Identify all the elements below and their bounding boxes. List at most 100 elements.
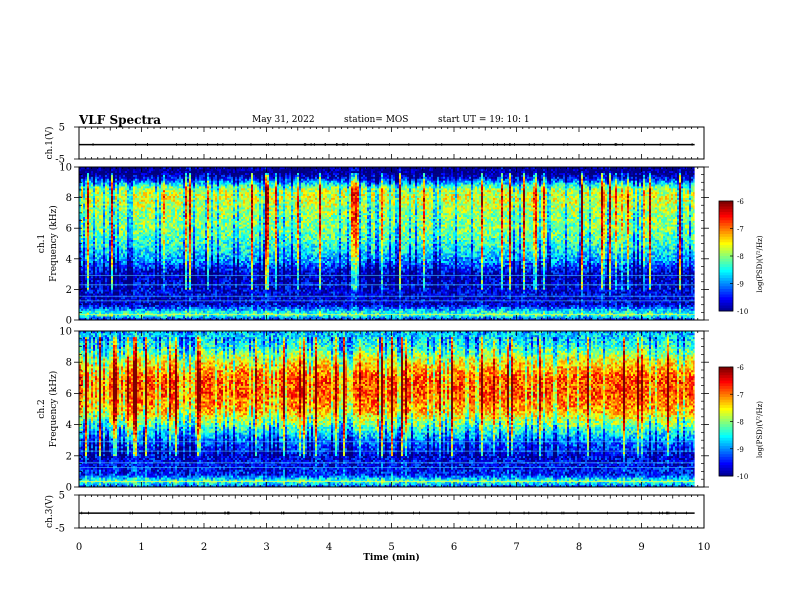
ch1-spectrogram-cell	[97, 171, 99, 173]
ch1-spectrogram-cell	[83, 280, 85, 282]
ch1-spectrogram-cell	[99, 232, 101, 234]
ch1-spectrogram-cell	[91, 175, 93, 177]
ch1-spectrogram-cell	[111, 180, 113, 182]
ch1-spectrogram-cell	[129, 247, 131, 249]
ch1-spectrogram-cell	[127, 276, 129, 278]
ch1-spectrogram-cell	[81, 255, 83, 257]
ch1-spectrogram-cell	[125, 282, 127, 284]
ch1-spectrogram-cell	[105, 201, 107, 203]
ch1-spectrogram-cell	[139, 228, 141, 230]
ch1-spectrogram-cell	[97, 272, 99, 274]
ch1-spectrogram-cell	[115, 213, 117, 215]
ch1-spectrogram-cell	[87, 242, 89, 244]
ch1-spectrogram-cell	[131, 293, 133, 295]
ch1-spectrogram-cell	[91, 217, 93, 219]
ch1-spectrogram-cell	[95, 228, 97, 230]
ch1-spectrogram-cell	[83, 230, 85, 232]
ch1-spectrogram-cell	[141, 196, 143, 198]
ch1-spectrogram-cell	[127, 184, 129, 186]
ch1-spectrogram-cell	[135, 213, 137, 215]
ch1-spectrogram-cell	[135, 261, 137, 263]
ch1-spectrogram-cell	[121, 259, 123, 261]
ch1-spectrogram-cell	[143, 305, 145, 307]
ch1-spectrogram-cell	[129, 263, 131, 265]
ch1-spectrogram-cell	[89, 270, 91, 272]
ch1-spectrogram-cell	[107, 194, 109, 196]
ch1-spectrogram-cell	[103, 169, 105, 171]
ch1-spectrogram-cell	[139, 310, 141, 312]
ch1-spectrogram-cell	[125, 240, 127, 242]
ch1-spectrogram-cell	[81, 286, 83, 288]
ch1-spectrogram-cell	[143, 169, 145, 171]
ch1-spectrogram-cell	[105, 230, 107, 232]
ch1-spectrogram-cell	[125, 259, 127, 261]
ch1-spectrogram-cell	[109, 205, 111, 207]
ch1-spectrogram-cell	[125, 219, 127, 221]
ch1-spectrogram-cell	[89, 224, 91, 226]
ch1-spectrogram-cell	[97, 230, 99, 232]
ch1-spectrogram-cell	[89, 278, 91, 280]
ch1-spectrogram-cell	[85, 247, 87, 249]
ch1-spectrogram-cell	[115, 247, 117, 249]
ch1-spectrogram-cell	[107, 289, 109, 291]
ch1-spectrogram-cell	[89, 200, 91, 202]
ch1-spectrogram-cell	[107, 276, 109, 278]
ch1-spectrogram-cell	[103, 266, 105, 268]
ch1-spectrogram-cell	[101, 242, 103, 244]
ch1-spectrogram-cell	[139, 200, 141, 202]
ch1-spectrogram-cell	[87, 238, 89, 240]
ch1-spectrogram-cell	[107, 303, 109, 305]
ch1-spectrogram-cell	[99, 238, 101, 240]
ch1-spectrogram-cell	[89, 245, 91, 247]
ch1-spectrogram-cell	[133, 245, 135, 247]
ch1-spectrogram-cell	[139, 287, 141, 289]
ch1-spectrogram-cell	[109, 177, 111, 179]
ch1-spectrogram-cell	[137, 286, 139, 288]
ch1-spectrogram-cell	[103, 305, 105, 307]
ch1-spectrogram-cell	[99, 203, 101, 205]
ch1-spectrogram-cell	[117, 263, 119, 265]
ch1-spectrogram-cell	[101, 245, 103, 247]
ch1-spectrogram-cell	[89, 240, 91, 242]
ch1-spectrogram-cell	[103, 198, 105, 200]
ch1-spectrogram-cell	[93, 280, 95, 282]
ch1-spectrogram-cell	[107, 310, 109, 312]
ch1-spectrogram-cell	[89, 309, 91, 311]
ch1-spectrogram-cell	[137, 228, 139, 230]
ch1-spectrogram-cell	[97, 234, 99, 236]
ch1-spectrogram-cell	[125, 205, 127, 207]
ch1-spectrogram-cell	[113, 217, 115, 219]
ch1-spectrogram-cell	[101, 173, 103, 175]
ch1-spectrogram-cell	[135, 192, 137, 194]
ch1-spectrogram-cell	[95, 188, 97, 190]
ch1-spectrogram-cell	[125, 261, 127, 263]
ch1-spectrogram-cell	[137, 188, 139, 190]
ch1-spectrogram-cell	[83, 278, 85, 280]
ch1-spectrogram-cell	[127, 266, 129, 268]
ch1-spectrogram-cell	[95, 217, 97, 219]
ch1-spectrogram-cell	[105, 251, 107, 253]
ch1-spectrogram-cell	[85, 251, 87, 253]
ch1-spectrogram-cell	[113, 205, 115, 207]
ch1-spectrogram-cell	[103, 293, 105, 295]
ch1-spectrogram-cell	[143, 238, 145, 240]
ch1-spectrogram-cell	[119, 180, 121, 182]
ch1-spectrogram-cell	[87, 192, 89, 194]
ch1-spectrogram-cell	[135, 211, 137, 213]
ch1-spectrogram-cell	[133, 268, 135, 270]
ch1-spectrogram-cell	[133, 182, 135, 184]
ch1-spectrogram-cell	[107, 291, 109, 293]
ch1-spectrogram-cell	[91, 297, 93, 299]
ch1-spectrogram-cell	[123, 194, 125, 196]
ch1-spectrogram-cell	[133, 270, 135, 272]
ch1-spectrogram-cell	[109, 303, 111, 305]
ch1-spectrogram-cell	[91, 303, 93, 305]
ch1-spectrogram-cell	[107, 219, 109, 221]
ch1-spectrogram-cell	[127, 222, 129, 224]
ch1-spectrogram-cell	[139, 203, 141, 205]
ch1-spectrogram-cell	[83, 259, 85, 261]
ch1-spectrogram-cell	[99, 198, 101, 200]
ch1-spectrogram-cell	[99, 307, 101, 309]
ch1-spectrogram-cell	[83, 276, 85, 278]
ch1-spectrogram-cell	[89, 209, 91, 211]
